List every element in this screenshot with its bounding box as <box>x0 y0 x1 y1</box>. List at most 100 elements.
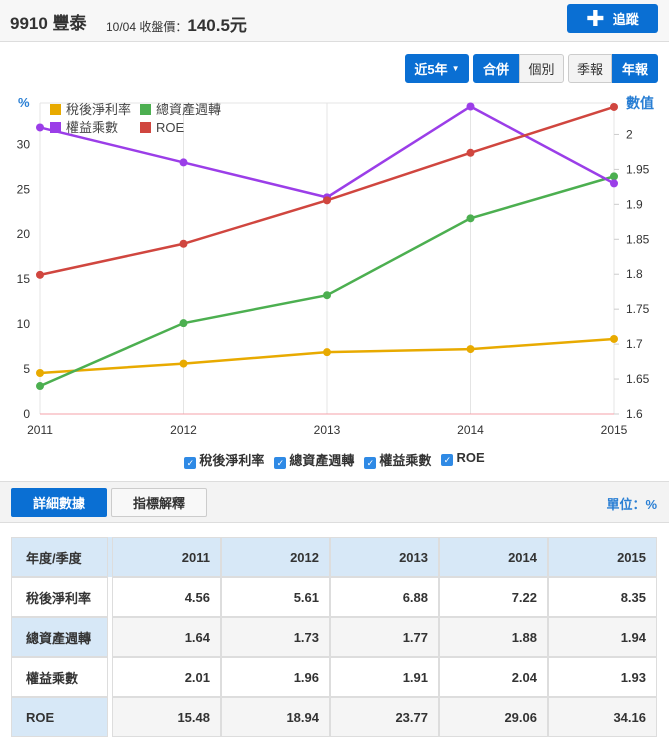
spacer <box>108 537 112 577</box>
toggle-label: 權益乘數 <box>379 453 432 468</box>
data-point <box>466 214 475 223</box>
table-header-row: 年度/季度 2011 2012 2013 2014 2015 <box>11 537 657 577</box>
spacer <box>108 657 112 697</box>
series-toggles: ✓ 稅後淨利率 ✓ 總資產週轉 ✓ 權益乘數 ✓ ROE <box>0 450 669 469</box>
toggle-label: ROE <box>456 450 485 465</box>
table-cell: 2013 <box>330 537 439 577</box>
table-cell: 18.94 <box>221 697 330 737</box>
row-label: 總資產週轉 <box>11 617 108 657</box>
legend-swatch <box>50 104 61 115</box>
data-point <box>466 102 475 111</box>
toggle-net-margin[interactable]: ✓ 稅後淨利率 <box>184 450 264 469</box>
individual-button[interactable]: 個別 <box>519 54 564 83</box>
toggle-multiplier[interactable]: ✓ 權益乘數 <box>364 450 431 469</box>
legend-label: ROE <box>156 120 185 135</box>
data-point <box>466 148 475 157</box>
checkbox-icon: ✓ <box>441 454 454 466</box>
data-point <box>610 172 618 181</box>
data-point <box>610 102 618 111</box>
row-label: ROE <box>11 697 108 737</box>
table-cell: 7.22 <box>439 577 548 617</box>
x-tick-label: 2015 <box>601 423 628 437</box>
toggle-label: 總資產週轉 <box>289 453 355 468</box>
right-tick-label: 1.7 <box>626 337 643 351</box>
x-tick-label: 2011 <box>27 423 53 437</box>
tab-indicator-explain[interactable]: 指標解釋 <box>111 488 207 517</box>
data-table: 年度/季度 2011 2012 2013 2014 2015 稅後淨利率 4.56 5.61 6.… <box>11 537 657 737</box>
row-label: 年度/季度 <box>11 537 108 577</box>
table-cell: 2.04 <box>439 657 548 697</box>
table-cell: 2014 <box>439 537 548 577</box>
data-point <box>179 319 188 328</box>
left-tick-label: 0 <box>23 407 30 421</box>
table-row: 稅後淨利率 4.56 5.61 6.88 7.22 8.35 <box>11 577 657 617</box>
toggle-roe[interactable]: ✓ ROE <box>441 450 485 469</box>
spacer <box>108 617 112 657</box>
left-tick-label: 30 <box>17 137 31 151</box>
spacer <box>108 697 112 737</box>
table-cell: 5.61 <box>221 577 330 617</box>
table-row: 總資產週轉 1.64 1.73 1.77 1.88 1.94 <box>11 617 657 657</box>
right-tick-label: 1.6 <box>626 407 643 421</box>
left-tick-label: 20 <box>17 227 31 241</box>
right-tick-label: 1.65 <box>626 372 650 386</box>
table-cell: 4.56 <box>112 577 221 617</box>
checkbox-icon: ✓ <box>364 457 377 469</box>
data-point <box>323 348 331 357</box>
data-point <box>36 369 44 378</box>
data-point <box>36 270 44 279</box>
period-dropdown[interactable]: 近5年 ▼ <box>405 54 469 83</box>
track-button[interactable]: ✚ 追蹤 <box>567 4 658 33</box>
dupont-chart: 0 5 10 15 20 25 30 1.6 1.65 1.7 1.75 1.8 1.85 1.9 1.95… <box>17 95 654 437</box>
checkbox-icon: ✓ <box>184 457 197 469</box>
table-cell: 1.64 <box>112 617 221 657</box>
close-price: 140.5元 <box>187 16 247 35</box>
stock-title: 9910 豐泰 <box>10 14 87 33</box>
data-point <box>323 291 331 300</box>
track-label: 追蹤 <box>612 12 639 27</box>
checkbox-icon: ✓ <box>274 457 287 469</box>
table-cell: 15.48 <box>112 697 221 737</box>
legend-label: 總資產週轉 <box>156 102 221 117</box>
data-point <box>36 123 44 132</box>
left-tick-label: 15 <box>17 272 31 286</box>
caret-down-icon: ▼ <box>451 64 460 73</box>
right-tick-label: 1.75 <box>626 302 650 316</box>
table-cell: 6.88 <box>330 577 439 617</box>
table-cell: 1.91 <box>330 657 439 697</box>
table-cell: 1.88 <box>439 617 548 657</box>
table-cell: 1.93 <box>548 657 657 697</box>
table-cell: 1.77 <box>330 617 439 657</box>
left-tick-label: 5 <box>23 362 30 376</box>
stock-header: 9910 豐泰 10/04 收盤價：140.5元 ✚ 追蹤 <box>0 0 669 42</box>
right-tick-label: 1.9 <box>626 197 643 211</box>
x-tick-label: 2013 <box>314 423 341 437</box>
table-cell: 1.96 <box>221 657 330 697</box>
table-cell: 8.35 <box>548 577 657 617</box>
data-point <box>323 196 331 205</box>
consolidated-button[interactable]: 合併 <box>473 54 519 83</box>
quarterly-button[interactable]: 季報 <box>568 54 612 83</box>
legend-label: 稅後淨利率 <box>66 102 131 117</box>
toggle-turnover[interactable]: ✓ 總資產週轉 <box>274 450 354 469</box>
unit-label: 單位：% <box>606 497 657 512</box>
data-point <box>36 382 44 391</box>
table-cell: 2015 <box>548 537 657 577</box>
table-cell: 29.06 <box>439 697 548 737</box>
table-cell: 1.94 <box>548 617 657 657</box>
tab-bar: 詳細數據 指標解釋 單位：% <box>0 481 669 523</box>
legend-swatch <box>50 122 61 133</box>
left-tick-label: 25 <box>17 182 31 196</box>
table-cell: 2.01 <box>112 657 221 697</box>
plus-icon: ✚ <box>586 5 605 31</box>
data-point <box>466 345 475 354</box>
price-info: 10/04 收盤價：140.5元 <box>106 11 247 36</box>
spacer <box>108 577 112 617</box>
annual-button[interactable]: 年報 <box>612 54 658 83</box>
x-tick-label: 2014 <box>457 423 484 437</box>
data-point <box>610 179 618 188</box>
right-tick-label: 1.95 <box>626 162 650 176</box>
right-tick-label: 1.8 <box>626 267 643 281</box>
tab-detail-data[interactable]: 詳細數據 <box>11 488 107 517</box>
table-cell: 2011 <box>112 537 221 577</box>
